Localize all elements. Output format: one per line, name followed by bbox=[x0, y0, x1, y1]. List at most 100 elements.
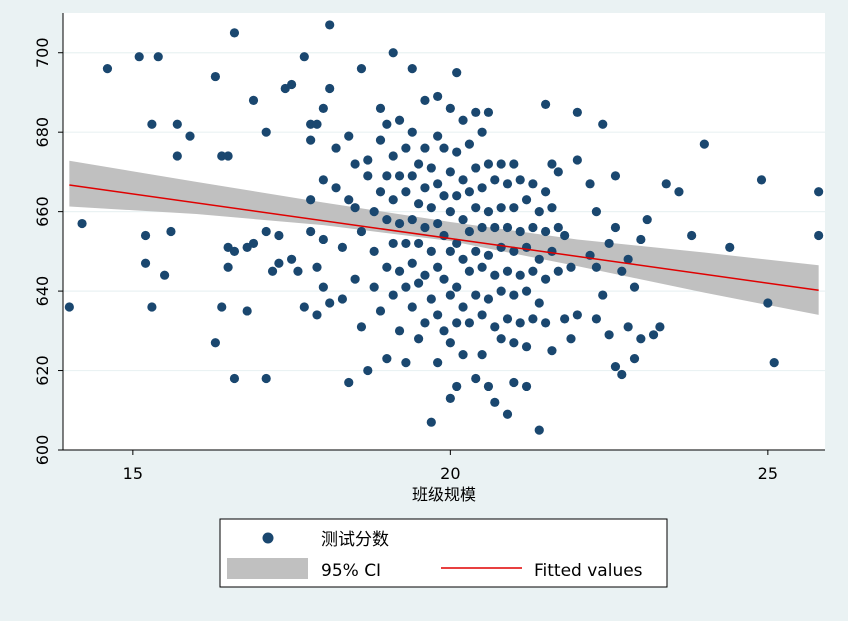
scatter-point bbox=[375, 187, 386, 197]
scatter-point bbox=[312, 119, 322, 129]
scatter-point bbox=[134, 52, 144, 62]
scatter-point bbox=[306, 135, 316, 145]
scatter-point bbox=[547, 203, 557, 213]
scatter-point bbox=[363, 365, 373, 376]
scatter-point bbox=[490, 175, 500, 185]
scatter-point bbox=[477, 310, 487, 320]
y-tick-label: 700 bbox=[33, 37, 52, 68]
scatter-point bbox=[452, 147, 462, 157]
scatter-point bbox=[769, 358, 779, 368]
scatter-point bbox=[369, 282, 379, 292]
scatter-point bbox=[369, 246, 379, 256]
scatter-point bbox=[509, 159, 519, 169]
y-tick-label: 600 bbox=[33, 435, 52, 466]
scatter-point bbox=[521, 242, 532, 252]
scatter-point bbox=[375, 103, 386, 113]
scatter-point bbox=[464, 187, 474, 197]
scatter-point bbox=[217, 151, 227, 161]
legend-label-scores: 测试分数 bbox=[321, 530, 389, 550]
scatter-point bbox=[585, 179, 595, 189]
scatter-point bbox=[610, 361, 621, 372]
scatter-point bbox=[483, 250, 494, 260]
scatter-points bbox=[64, 20, 824, 435]
scatter-point bbox=[445, 338, 455, 348]
scatter-point bbox=[502, 314, 513, 324]
scatter-point bbox=[229, 246, 240, 256]
scatter-point bbox=[337, 294, 347, 304]
scatter-point bbox=[414, 278, 424, 288]
scatter-point bbox=[452, 191, 462, 201]
scatter-point bbox=[407, 171, 417, 181]
scatter-point bbox=[248, 95, 259, 105]
scatter-point bbox=[274, 230, 284, 241]
scatter-point bbox=[648, 330, 659, 340]
scatter-point bbox=[401, 238, 411, 249]
scatter-point bbox=[356, 322, 367, 332]
scatter-point bbox=[210, 71, 220, 82]
scatter-point bbox=[591, 314, 602, 324]
scatter-point bbox=[420, 222, 430, 233]
scatter-point bbox=[617, 369, 627, 380]
scatter-point bbox=[407, 127, 417, 137]
scatter-point bbox=[445, 393, 455, 403]
x-tick-label: 20 bbox=[440, 464, 460, 483]
scatter-point bbox=[541, 99, 551, 109]
scatter-point bbox=[445, 246, 455, 256]
scatter-point bbox=[414, 238, 424, 249]
scatter-point bbox=[814, 230, 824, 241]
scatter-point bbox=[604, 238, 614, 249]
scatter-point bbox=[445, 290, 455, 300]
scatter-point bbox=[502, 266, 513, 276]
scatter-point bbox=[420, 95, 430, 105]
scatter-point bbox=[534, 254, 544, 264]
scatter-point bbox=[483, 159, 494, 169]
scatter-point bbox=[490, 222, 500, 233]
scatter-point bbox=[521, 195, 532, 205]
scatter-point bbox=[394, 171, 405, 181]
scatter-point bbox=[439, 274, 449, 284]
scatter-point bbox=[471, 203, 481, 213]
scatter-point bbox=[490, 270, 500, 280]
scatter-point bbox=[553, 222, 563, 233]
scatter-point bbox=[401, 187, 411, 197]
scatter-point bbox=[223, 151, 233, 161]
scatter-point bbox=[661, 179, 671, 189]
scatter-point bbox=[528, 314, 538, 324]
scatter-point bbox=[572, 155, 582, 165]
scatter-point bbox=[388, 195, 398, 205]
scatter-point bbox=[375, 306, 386, 316]
scatter-point bbox=[185, 131, 195, 141]
scatter-point bbox=[306, 119, 316, 129]
scatter-point bbox=[344, 195, 354, 205]
scatter-point bbox=[534, 425, 544, 435]
scatter-point bbox=[452, 318, 462, 328]
scatter-point bbox=[401, 282, 411, 292]
scatter-point bbox=[515, 175, 525, 185]
y-tick-label: 640 bbox=[33, 276, 52, 307]
scatter-point bbox=[560, 230, 570, 241]
y-tick-label: 620 bbox=[33, 355, 52, 386]
scatter-point bbox=[763, 298, 773, 308]
scatter-point bbox=[629, 282, 640, 292]
scatter-point bbox=[572, 107, 582, 117]
scatter-point bbox=[147, 119, 157, 129]
scatter-point bbox=[356, 226, 367, 237]
scatter-point bbox=[439, 143, 449, 153]
scatter-point bbox=[636, 334, 646, 344]
scatter-point bbox=[471, 163, 481, 173]
scatter-point bbox=[426, 294, 436, 304]
scatter-point bbox=[331, 143, 341, 153]
scatter-point bbox=[629, 354, 640, 364]
scatter-point bbox=[407, 64, 417, 74]
scatter-point bbox=[160, 270, 170, 280]
scatter-point bbox=[439, 191, 449, 201]
x-tick-label: 15 bbox=[123, 464, 143, 483]
scatter-point bbox=[452, 238, 462, 249]
scatter-point bbox=[140, 230, 151, 241]
scatter-point bbox=[655, 322, 665, 332]
scatter-point bbox=[140, 258, 151, 268]
y-tick-label: 660 bbox=[33, 196, 52, 227]
scatter-point bbox=[375, 135, 386, 145]
scatter-point bbox=[433, 218, 443, 229]
